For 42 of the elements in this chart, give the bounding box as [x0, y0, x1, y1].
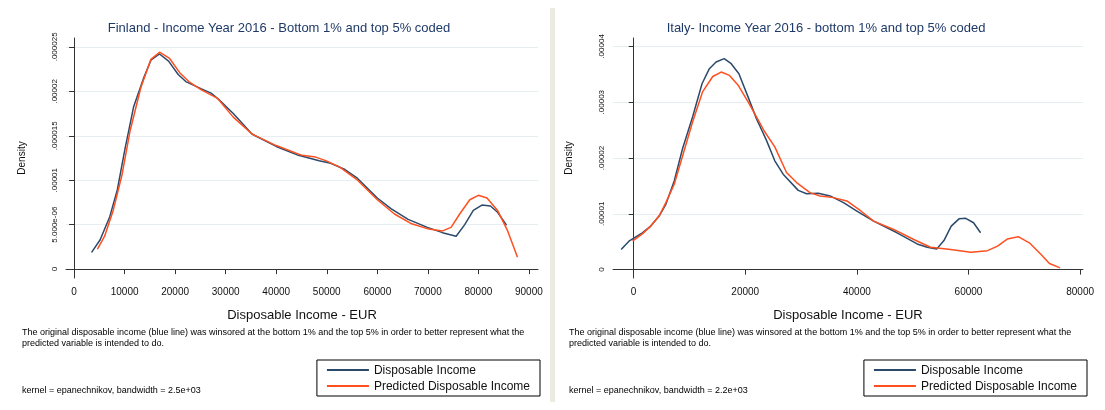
legend-label: Predicted Disposable Income: [920, 379, 1078, 393]
legend-label: Disposable Income: [373, 363, 477, 377]
y-tick-label: 0: [49, 266, 59, 272]
y-tick-label: 5.000e-06: [49, 206, 59, 243]
x-tick-label: 80000: [464, 285, 493, 297]
x-tick-label: 0: [71, 285, 78, 297]
y-tick-label: .000025: [49, 31, 59, 62]
y-tick-label: .00004: [596, 33, 606, 59]
x-tick-label: 60000: [363, 285, 392, 297]
chart-title: Italy- Income Year 2016 - bottom 1% and top 5% coded: [666, 20, 986, 35]
text: kernel = epanechnikov, bandwidth = 2.5e+03: [22, 384, 201, 395]
x-axis-title: Disposable Income - EUR: [773, 307, 923, 322]
x-tick-label: 40000: [842, 285, 872, 297]
x-axis-title: Disposable Income - EUR: [227, 307, 377, 322]
y-axis-title: Density: [15, 141, 27, 175]
line-series: [620, 57, 981, 250]
y-tick-label: .00002: [49, 78, 59, 104]
x-tick-label: 0: [630, 285, 637, 297]
text: kernel = epanechnikov, bandwidth = 2.2e+03: [569, 384, 748, 395]
x-tick-label: 70000: [413, 285, 443, 297]
chart-title: Finland - Income Year 2016 - Bottom 1% and top 5% coded: [107, 20, 451, 35]
y-tick-label: .000015: [49, 120, 59, 151]
y-tick-label: .00001: [596, 201, 606, 227]
y-tick-label: 0: [596, 266, 606, 272]
y-tick-label: .00003: [596, 89, 606, 115]
line-series: [632, 71, 1061, 269]
x-tick-label: 60000: [954, 285, 983, 297]
x-tick-label: 30000: [211, 285, 241, 297]
x-tick-label: 10000: [110, 285, 139, 297]
x-tick-label: 90000: [515, 285, 544, 297]
x-tick-label: 80000: [1066, 285, 1095, 297]
text: The original disposable income (blue line) was winsored at the bottom 1% and the top 5% in order to better represent what the predicted variable is intended to do.: [22, 326, 527, 348]
x-tick-label: 20000: [731, 285, 760, 297]
y-tick-label: .00002: [596, 145, 606, 171]
x-tick-label: 50000: [312, 285, 342, 297]
legend-label: Predicted Disposable Income: [373, 379, 531, 393]
legend-label: Disposable Income: [920, 363, 1024, 377]
y-tick-label: .00001: [49, 167, 59, 193]
y-axis-title: Density: [562, 141, 574, 175]
x-tick-label: 40000: [262, 285, 291, 297]
text: The original disposable income (blue line) was winsored at the bottom 1% and the top 5% in order to better represent what the predicted variable is intended to do.: [569, 326, 1074, 348]
x-tick-label: 20000: [161, 285, 190, 297]
